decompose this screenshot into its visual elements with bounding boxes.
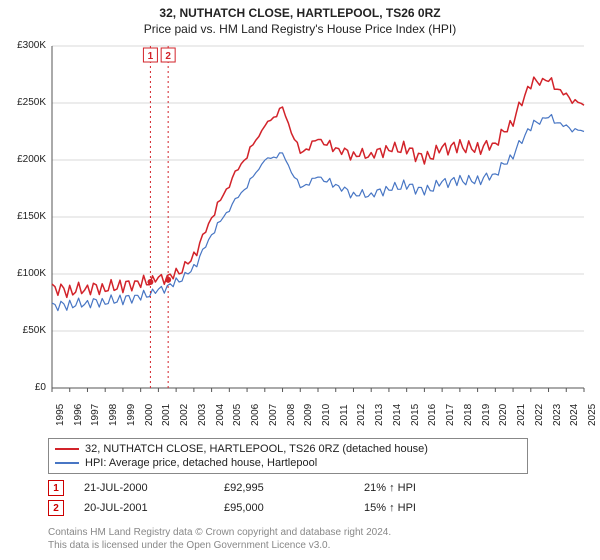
chart-title-line2: Price paid vs. HM Land Registry's House … (0, 22, 600, 36)
marker-row: 1 21-JUL-2000 £92,995 21% ↑ HPI (48, 480, 528, 496)
marker-price: £95,000 (224, 502, 344, 514)
marker-pct: 15% ↑ HPI (364, 502, 484, 514)
marker-date: 20-JUL-2001 (84, 502, 204, 514)
marker-row: 2 20-JUL-2001 £95,000 15% ↑ HPI (48, 500, 528, 516)
marker-price: £92,995 (224, 482, 344, 494)
x-axis-tick: 2021 (516, 404, 527, 426)
chart-title-line1: 32, NUTHATCH CLOSE, HARTLEPOOL, TS26 0RZ (0, 6, 600, 20)
y-axis-tick: £100K (6, 268, 46, 279)
y-axis-tick: £50K (6, 325, 46, 336)
x-axis-tick: 2015 (410, 404, 421, 426)
x-axis-tick: 2005 (232, 404, 243, 426)
legend-row: 32, NUTHATCH CLOSE, HARTLEPOOL, TS26 0RZ… (55, 443, 521, 455)
x-axis-tick: 2020 (498, 404, 509, 426)
x-axis-tick: 2011 (339, 404, 350, 426)
legend-swatch (55, 448, 79, 450)
chart-plot-area: 12 (48, 42, 588, 392)
footer-line1: Contains HM Land Registry data © Crown c… (48, 526, 391, 539)
x-axis-tick: 2008 (286, 404, 297, 426)
y-axis-tick: £0 (6, 382, 46, 393)
legend-row: HPI: Average price, detached house, Hart… (55, 457, 521, 469)
x-axis-tick: 2022 (534, 404, 545, 426)
x-axis-tick: 2007 (268, 404, 279, 426)
x-axis-tick: 2000 (144, 404, 155, 426)
y-axis-tick: £250K (6, 97, 46, 108)
y-axis-tick: £200K (6, 154, 46, 165)
x-axis-tick: 2004 (215, 404, 226, 426)
svg-text:2: 2 (165, 51, 171, 62)
x-axis-tick: 1999 (126, 404, 137, 426)
legend-label: 32, NUTHATCH CLOSE, HARTLEPOOL, TS26 0RZ… (85, 443, 428, 455)
x-axis-tick: 2009 (303, 404, 314, 426)
x-axis-tick: 2018 (463, 404, 474, 426)
svg-text:1: 1 (148, 51, 154, 62)
x-axis-tick: 2019 (481, 404, 492, 426)
marker-pct: 21% ↑ HPI (364, 482, 484, 494)
marker-table: 1 21-JUL-2000 £92,995 21% ↑ HPI 2 20-JUL… (48, 480, 528, 516)
chart-legend: 32, NUTHATCH CLOSE, HARTLEPOOL, TS26 0RZ… (48, 438, 528, 474)
x-axis-tick: 2002 (179, 404, 190, 426)
x-axis-tick: 2006 (250, 404, 261, 426)
legend-swatch (55, 462, 79, 464)
x-axis-tick: 2012 (356, 404, 367, 426)
x-axis-tick: 2013 (374, 404, 385, 426)
x-axis-tick: 1996 (73, 404, 84, 426)
y-axis-tick: £150K (6, 211, 46, 222)
footer-line2: This data is licensed under the Open Gov… (48, 539, 391, 552)
y-axis-tick: £300K (6, 40, 46, 51)
x-axis-tick: 2010 (321, 404, 332, 426)
legend-label: HPI: Average price, detached house, Hart… (85, 457, 317, 469)
x-axis-tick: 2003 (197, 404, 208, 426)
x-axis-tick: 2016 (427, 404, 438, 426)
x-axis-tick: 2014 (392, 404, 403, 426)
x-axis-tick: 1998 (108, 404, 119, 426)
marker-date: 21-JUL-2000 (84, 482, 204, 494)
marker-id-box: 1 (48, 480, 64, 496)
x-axis-tick: 1995 (55, 404, 66, 426)
x-axis-tick: 2001 (161, 404, 172, 426)
footer-text: Contains HM Land Registry data © Crown c… (48, 526, 391, 552)
x-axis-tick: 2024 (569, 404, 580, 426)
marker-id-box: 2 (48, 500, 64, 516)
x-axis-tick: 2023 (552, 404, 563, 426)
x-axis-tick: 1997 (90, 404, 101, 426)
x-axis-tick: 2025 (587, 404, 598, 426)
x-axis-tick: 2017 (445, 404, 456, 426)
chart-svg: 12 (48, 42, 588, 392)
